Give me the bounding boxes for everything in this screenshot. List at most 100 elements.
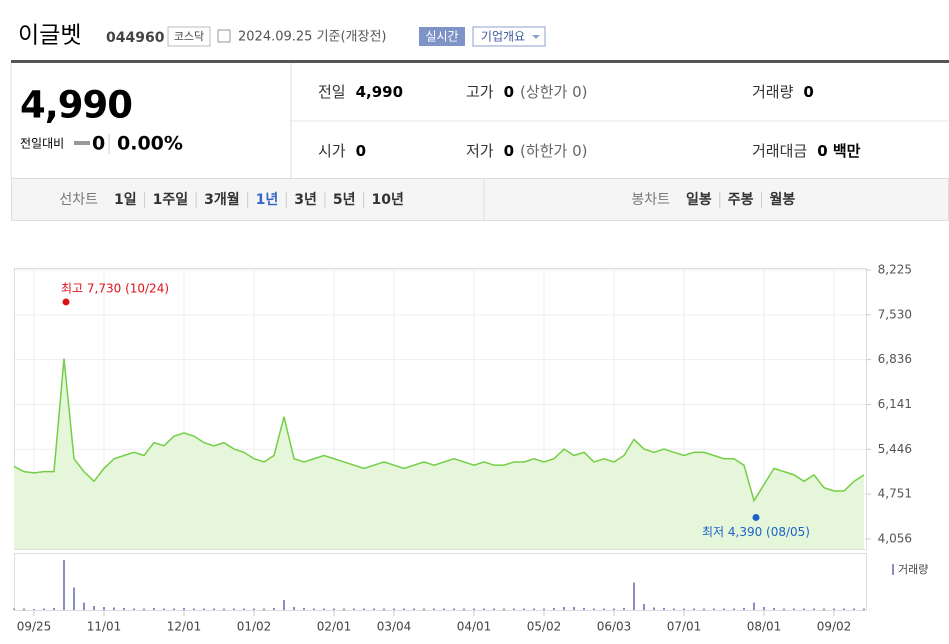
volume-bar bbox=[743, 608, 745, 610]
volume-bar bbox=[343, 608, 345, 610]
volume-bar bbox=[363, 608, 365, 610]
volume-bar bbox=[233, 608, 235, 610]
field-label: 전일 bbox=[318, 83, 346, 101]
tab[interactable]: 3년 bbox=[294, 192, 317, 208]
volume-bar bbox=[143, 608, 145, 610]
tab[interactable]: 1주일 bbox=[153, 192, 189, 208]
volume-bar bbox=[753, 602, 755, 610]
volume-bar bbox=[653, 607, 655, 610]
overview-button[interactable] bbox=[472, 26, 546, 47]
x-tick-label: 12/01 bbox=[167, 620, 202, 634]
line-chart-label: 선차트 bbox=[59, 192, 98, 208]
tab[interactable]: 1일 bbox=[114, 192, 137, 208]
volume-bar bbox=[853, 608, 855, 610]
volume-bar bbox=[513, 608, 515, 610]
realtime-button[interactable] bbox=[419, 27, 465, 46]
volume-bar bbox=[463, 608, 465, 610]
tab[interactable]: 3개월 bbox=[204, 191, 240, 208]
tab[interactable]: 1년 bbox=[256, 192, 279, 208]
y-tick-label: 4,056 bbox=[878, 532, 912, 546]
volume-bar bbox=[543, 608, 545, 610]
volume-bar bbox=[63, 560, 65, 610]
volume-bar bbox=[23, 608, 25, 610]
volume-bar bbox=[533, 608, 535, 610]
tab[interactable]: 월봉 bbox=[770, 191, 796, 208]
annotation-label: 최고 7,730 (10/24) bbox=[61, 281, 169, 295]
x-tick-label: 09/25 bbox=[17, 620, 52, 634]
y-tick-label: 6,141 bbox=[878, 397, 912, 411]
annotation-dot bbox=[62, 298, 70, 306]
x-tick-label: 01/02 bbox=[237, 620, 272, 634]
field-label: 고가 bbox=[466, 83, 494, 101]
market: 코스닥 bbox=[174, 30, 204, 43]
volume-bar bbox=[353, 608, 355, 610]
volume-bar bbox=[293, 607, 295, 610]
tab[interactable]: 일봉 bbox=[686, 192, 712, 208]
market-badge bbox=[167, 26, 211, 47]
volume-bar bbox=[323, 608, 325, 610]
field-label: 시가 bbox=[318, 142, 346, 160]
volume-bar bbox=[333, 608, 335, 610]
volume-bar bbox=[153, 608, 155, 610]
field-label: 저가 bbox=[466, 142, 494, 160]
field-note: (상한가 0) bbox=[520, 83, 587, 101]
volume-bar bbox=[103, 607, 105, 610]
volume-bar bbox=[223, 608, 225, 610]
change-pct: 0.00% bbox=[117, 133, 183, 155]
tab-bar bbox=[11, 178, 949, 221]
volume-bar bbox=[163, 608, 165, 610]
volume-bar bbox=[203, 608, 205, 610]
date: 2024.09.25 기준(개장전) bbox=[238, 30, 387, 45]
annotation-label: 최저 4,390 (08/05) bbox=[702, 525, 810, 539]
volume-bar bbox=[553, 608, 555, 610]
volume-bar bbox=[483, 608, 485, 610]
volume-bar bbox=[563, 607, 565, 610]
volume-bar bbox=[193, 608, 195, 610]
x-tick-label: 09/02 bbox=[817, 620, 852, 634]
annotation-dot bbox=[752, 513, 760, 521]
volume-bar bbox=[573, 607, 575, 610]
field-value: 0 bbox=[504, 142, 514, 160]
volume-bar bbox=[723, 608, 725, 610]
field-value: 0 백만 bbox=[817, 142, 860, 160]
x-tick-label: 02/01 bbox=[317, 620, 352, 634]
volume-bar bbox=[303, 608, 305, 610]
volume-bar bbox=[173, 608, 175, 610]
volume-bar bbox=[843, 608, 845, 610]
volume-bar bbox=[813, 608, 815, 610]
volume-bar bbox=[73, 587, 75, 610]
volume-bar bbox=[183, 608, 185, 610]
x-tick-label: 05/02 bbox=[527, 620, 562, 634]
volume-bar bbox=[213, 608, 215, 610]
volume-bar bbox=[733, 608, 735, 610]
y-tick-label: 4,751 bbox=[878, 487, 912, 501]
volume-bar bbox=[803, 608, 805, 610]
volume-bar bbox=[393, 608, 395, 610]
volume-bar bbox=[523, 608, 525, 610]
volume-bar bbox=[583, 608, 585, 610]
tab[interactable]: 5년 bbox=[333, 192, 356, 208]
tab[interactable]: 주봉 bbox=[728, 192, 754, 208]
realtime-label[interactable]: 실시간 bbox=[425, 30, 458, 44]
volume-bar bbox=[833, 608, 835, 610]
volume-bar bbox=[273, 608, 275, 610]
stock-code: 044960 bbox=[106, 30, 165, 46]
y-tick-label: 7,530 bbox=[878, 307, 912, 321]
volume-bar bbox=[43, 608, 45, 610]
field: 거래량 0 bbox=[752, 83, 814, 101]
volume-bar bbox=[603, 608, 605, 610]
overview-label[interactable]: 기업개요 bbox=[481, 30, 525, 44]
volume-bar bbox=[313, 608, 315, 610]
change-label: 전일대비 bbox=[20, 137, 64, 151]
volume-bar bbox=[663, 608, 665, 610]
price-line bbox=[13, 358, 865, 503]
volume-bar bbox=[453, 608, 455, 610]
price: 4,990 bbox=[20, 84, 132, 127]
calendar-icon bbox=[217, 29, 231, 43]
y-tick-label: 8,225 bbox=[878, 263, 912, 277]
field-value: 0 bbox=[504, 83, 514, 101]
legend-swatch bbox=[892, 564, 894, 575]
volume-bar bbox=[373, 608, 375, 610]
change: 0 bbox=[92, 133, 105, 155]
tab[interactable]: 10년 bbox=[372, 192, 404, 208]
